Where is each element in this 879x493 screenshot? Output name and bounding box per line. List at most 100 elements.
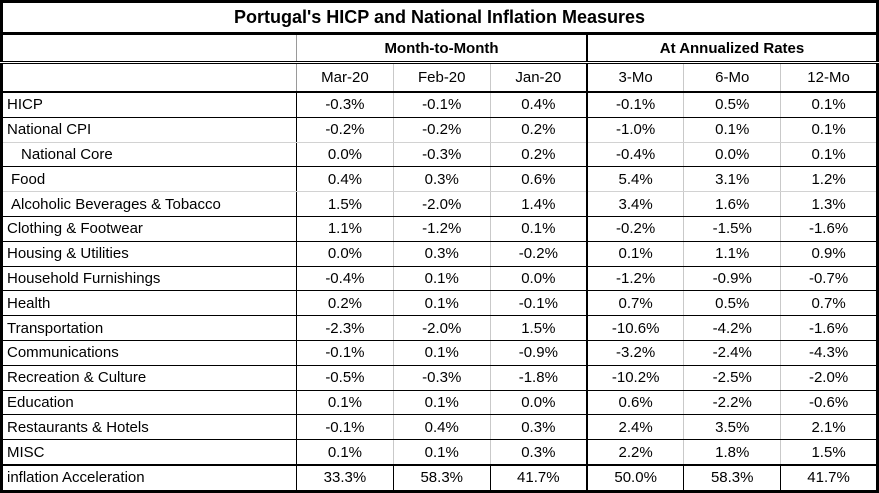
table-cell: 0.0% bbox=[489, 390, 587, 416]
table-cell: -0.2% bbox=[489, 241, 587, 267]
table-row: Household Furnishings -0.4% 0.1% 0.0% -1.2% -… bbox=[1, 266, 878, 292]
table-cell: -0.4% bbox=[585, 142, 684, 168]
table-cell: 2.2% bbox=[585, 439, 684, 466]
column-header-mar-20: Mar-20 bbox=[296, 62, 394, 93]
table-cell: 0.1% bbox=[780, 142, 878, 168]
row-label: Education bbox=[1, 390, 297, 416]
table-cell: -2.2% bbox=[683, 390, 781, 416]
table-cell: 1.5% bbox=[780, 439, 878, 466]
table-cell: -1.2% bbox=[392, 216, 491, 242]
table-cell: 1.3% bbox=[780, 191, 878, 217]
table-row: Food 0.4% 0.3% 0.6% 5.4% 3.1% 1.2% bbox=[1, 166, 878, 193]
table-cell: -0.9% bbox=[489, 340, 587, 366]
table-cell: 0.1% bbox=[392, 266, 491, 292]
table-cell: -0.2% bbox=[392, 117, 491, 143]
table-cell: -0.5% bbox=[296, 365, 394, 391]
table-cell: 41.7% bbox=[489, 464, 587, 492]
table-cell: -1.6% bbox=[780, 216, 878, 242]
table-cell: 0.1% bbox=[296, 390, 394, 416]
table-cell: -1.5% bbox=[683, 216, 781, 242]
table-row: Health 0.2% 0.1% -0.1% 0.7% 0.5% 0.7% bbox=[1, 290, 878, 317]
table-row: Recreation & Culture -0.5% -0.3% -1.8% -10.2… bbox=[1, 365, 878, 391]
table-row: Housing & Utilities 0.0% 0.3% -0.2% 0.1% 1.1%… bbox=[1, 241, 878, 267]
table-cell: 0.1% bbox=[296, 439, 394, 466]
row-label: National Core bbox=[1, 142, 297, 168]
table-cell: 50.0% bbox=[585, 464, 684, 492]
table-cell: 0.9% bbox=[780, 241, 878, 267]
table-cell: -1.6% bbox=[780, 315, 878, 341]
table-cell: -0.2% bbox=[585, 216, 684, 242]
table-cell: -0.3% bbox=[296, 92, 394, 118]
table-cell: 0.5% bbox=[683, 290, 781, 317]
table-cell: 1.1% bbox=[683, 241, 781, 267]
table-cell: 0.1% bbox=[780, 92, 878, 118]
column-header-12-mo: 12-Mo bbox=[780, 62, 878, 93]
table-cell: -0.1% bbox=[392, 92, 491, 118]
table-cell: 1.5% bbox=[489, 315, 587, 341]
table-row: National Core 0.0% -0.3% 0.2% -0.4% 0.0% 0.1% bbox=[1, 142, 878, 168]
table-cell: 0.3% bbox=[489, 439, 587, 466]
table-cell: -0.3% bbox=[392, 365, 491, 391]
row-label: Clothing & Footwear bbox=[1, 216, 297, 242]
table-cell: -2.0% bbox=[392, 315, 491, 341]
table-cell: 0.0% bbox=[489, 266, 587, 292]
table-cell: 41.7% bbox=[780, 464, 878, 492]
column-header-feb-20: Feb-20 bbox=[392, 62, 491, 93]
table-cell: 0.1% bbox=[683, 117, 781, 143]
row-label: Restaurants & Hotels bbox=[1, 414, 297, 441]
table-cell: 0.3% bbox=[392, 166, 491, 193]
table-cell: 0.0% bbox=[296, 241, 394, 267]
table-cell: -2.0% bbox=[780, 365, 878, 391]
table-cell: -0.1% bbox=[585, 92, 684, 118]
table-cell: 3.4% bbox=[585, 191, 684, 217]
table-row: Education 0.1% 0.1% 0.0% 0.6% -2.2% -0.6% bbox=[1, 390, 878, 416]
table-row: Restaurants & Hotels -0.1% 0.4% 0.3% 2.4% 3.5… bbox=[1, 414, 878, 441]
table-cell: -10.2% bbox=[585, 365, 684, 391]
table-cell: 0.5% bbox=[683, 92, 781, 118]
row-label: National CPI bbox=[1, 117, 297, 143]
table-cell: -0.1% bbox=[489, 290, 587, 317]
table-cell: 2.1% bbox=[780, 414, 878, 441]
table-cell: 0.1% bbox=[489, 216, 587, 242]
table-row: National CPI -0.2% -0.2% 0.2% -1.0% 0.1% 0.1% bbox=[1, 117, 878, 143]
table-cell: 0.1% bbox=[392, 390, 491, 416]
table-cell: 1.1% bbox=[296, 216, 394, 242]
table-cell: -1.8% bbox=[489, 365, 587, 391]
table-cell: 1.4% bbox=[489, 191, 587, 217]
table-cell: 58.3% bbox=[392, 464, 491, 492]
table-cell: -2.3% bbox=[296, 315, 394, 341]
table-cell: 0.1% bbox=[392, 340, 491, 366]
table-cell: -2.4% bbox=[683, 340, 781, 366]
table-cell: 2.4% bbox=[585, 414, 684, 441]
row-label: Transportation bbox=[1, 315, 297, 341]
colnames-spacer bbox=[1, 62, 297, 93]
table-cell: -4.3% bbox=[780, 340, 878, 366]
table-cell: 0.2% bbox=[296, 290, 394, 317]
table-cell: 0.4% bbox=[489, 92, 587, 118]
table-cell: -0.7% bbox=[780, 266, 878, 292]
table-row: Clothing & Footwear 1.1% -1.2% 0.1% -0.2% -1.… bbox=[1, 216, 878, 242]
table-cell: 3.1% bbox=[683, 166, 781, 193]
table-cell: -4.2% bbox=[683, 315, 781, 341]
row-label: Household Furnishings bbox=[1, 266, 297, 292]
row-label: Food bbox=[1, 166, 297, 193]
row-label: Recreation & Culture bbox=[1, 365, 297, 391]
table-cell: 0.1% bbox=[585, 241, 684, 267]
table-cell: 0.4% bbox=[296, 166, 394, 193]
table-cell: 0.0% bbox=[296, 142, 394, 168]
row-label: inflation Acceleration bbox=[1, 464, 297, 492]
table-cell: 0.4% bbox=[392, 414, 491, 441]
table-cell: 0.7% bbox=[780, 290, 878, 317]
table-cell: -2.5% bbox=[683, 365, 781, 391]
table-cell: 0.2% bbox=[489, 142, 587, 168]
table-row: MISC 0.1% 0.1% 0.3% 2.2% 1.8% 1.5% bbox=[1, 439, 878, 466]
table-cell: -0.3% bbox=[392, 142, 491, 168]
table-cell: -0.1% bbox=[296, 414, 394, 441]
group-row-spacer bbox=[1, 33, 297, 64]
table-cell: 0.2% bbox=[489, 117, 587, 143]
column-header-3-mo: 3-Mo bbox=[585, 62, 684, 93]
table-row: Alcoholic Beverages & Tobacco 1.5% -2.0% 1.… bbox=[1, 191, 878, 217]
table-cell: 0.6% bbox=[489, 166, 587, 193]
